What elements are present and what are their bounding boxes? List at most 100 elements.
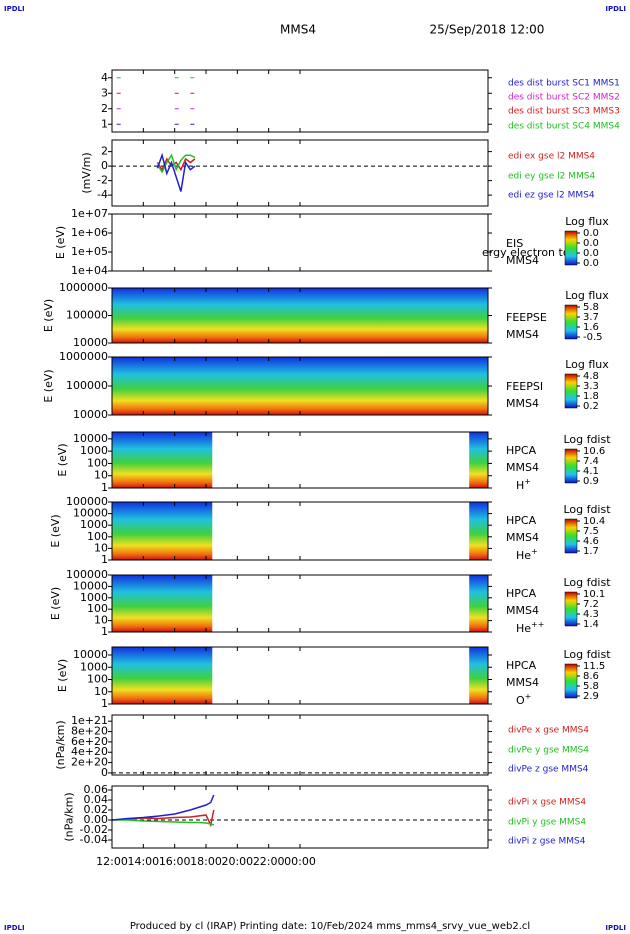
x-tick-label: 12:00 — [96, 855, 128, 868]
colorbar-title: Log flux — [565, 289, 609, 302]
species: He++ — [516, 620, 544, 636]
colorbar-label: -0.5 — [583, 332, 603, 343]
y-axis-label: E (eV) — [56, 443, 69, 476]
y-tick-label: 100000 — [66, 379, 108, 392]
y-tick-label: 6e+20 — [71, 735, 108, 748]
y-tick-label: 1000000 — [59, 281, 108, 294]
y-tick-label: 10 — [94, 469, 108, 482]
species-name: He — [516, 549, 531, 562]
spectrogram — [112, 575, 488, 632]
corner-mark: IPDLI — [605, 5, 626, 13]
y-tick-label: 1000 — [80, 444, 108, 457]
spectrogram-fill — [112, 357, 488, 415]
y-tick-label: 10 — [94, 685, 108, 698]
y-tick-label: 1 — [101, 625, 108, 638]
colorbar-label: 4.8 — [583, 371, 599, 382]
y-tick-label: 4e+20 — [71, 745, 108, 758]
y-tick-label: 4 — [101, 71, 108, 84]
colorbar-label: 0.9 — [583, 476, 599, 487]
panel-frame — [111, 69, 489, 133]
y-tick-label: 0.00 — [84, 813, 109, 826]
date: 25/Sep/2018 12:00 — [430, 23, 545, 37]
x-tick-label: 00:00 — [284, 855, 316, 868]
panel-label: MMS4 — [506, 676, 539, 689]
colorbar — [564, 591, 578, 627]
colorbar-title: Log fdist — [563, 433, 611, 446]
spectrogram-fill — [112, 647, 213, 704]
legend-entry: edi ey gse l2 MMS4 — [508, 172, 595, 182]
y-tick-label: 100 — [87, 530, 108, 543]
spectrogram — [112, 357, 488, 415]
panel-frame — [111, 714, 489, 776]
colorbar-label: 11.5 — [583, 661, 605, 672]
legend-entry: divPe x gse MMS4 — [508, 726, 589, 736]
colorbar — [564, 304, 578, 340]
y-tick-label: 1e+05 — [71, 245, 108, 258]
legend-entry: edi ez gse l2 MMS4 — [508, 191, 595, 201]
y-tick-label: -4 — [97, 188, 108, 201]
colorbar-label: 1.8 — [583, 391, 599, 402]
colorbar-label: 1.4 — [583, 619, 599, 630]
spectrogram-fill — [469, 575, 488, 632]
species-name: H — [516, 479, 524, 492]
legend-entry: des dist burst SC4 MMS4 — [508, 122, 620, 132]
y-tick-label: -0.02 — [80, 823, 108, 836]
species: He+ — [516, 547, 538, 563]
y-tick-label: 3 — [101, 86, 108, 99]
species: H+ — [516, 477, 531, 493]
colorbar-label: 0.0 — [583, 258, 599, 269]
panel-label: HPCA — [506, 587, 537, 600]
y-tick-label: 100000 — [66, 568, 108, 581]
y-tick-label: 10 — [94, 541, 108, 554]
y-tick-label: 10000 — [73, 507, 108, 520]
panel-label: HPCA — [506, 514, 537, 527]
y-tick-label: 10000 — [73, 408, 108, 421]
y-tick-label: 10000 — [73, 432, 108, 445]
colorbar-label: 10.1 — [583, 589, 605, 600]
legend-entry: divPi z gse MMS4 — [508, 837, 586, 847]
x-tick-label: 14:00 — [127, 855, 159, 868]
colorbar-label: 10.4 — [583, 516, 605, 527]
colorbar-title: Log fdist — [563, 576, 611, 589]
colorbar-title: Log flux — [565, 215, 609, 228]
colorbar-label: 3.7 — [583, 312, 599, 323]
spectrogram — [112, 288, 488, 343]
colorbar — [564, 663, 578, 699]
species: O+ — [516, 692, 531, 708]
spectrogram-fill — [112, 432, 213, 488]
y-axis-label: E (eV) — [56, 659, 69, 692]
y-tick-label: 100 — [87, 673, 108, 686]
legend-entry: divPi y gse MMS4 — [508, 818, 586, 828]
y-tick-label: 100 — [87, 602, 108, 615]
y-tick-label: 100000 — [66, 495, 108, 508]
y-tick-label: 100000 — [66, 309, 108, 322]
panel-label: FEEPSI — [506, 380, 543, 393]
legend-entry: des dist burst SC2 MMS2 — [508, 93, 620, 103]
series-line — [156, 153, 196, 174]
spectrogram — [112, 502, 488, 560]
spectrogram-fill — [112, 288, 488, 343]
panel-frame — [111, 785, 489, 849]
y-tick-label: 2 — [101, 145, 108, 158]
legend-entry: edi ex gse l2 MMS4 — [508, 152, 595, 162]
colorbar-label: 1.6 — [583, 322, 599, 333]
x-tick-label: 20:00 — [221, 855, 253, 868]
panel-label: FEEPSE — [506, 311, 547, 324]
y-axis-label: (nPa/km) — [63, 792, 76, 841]
colorbar-label: 8.6 — [583, 671, 599, 682]
corner-mark: IPDLI — [605, 924, 626, 932]
corner-mark: IPDLI — [4, 924, 25, 932]
note: ergy electron to — [482, 246, 570, 259]
colorbar-label: 10.6 — [583, 446, 605, 457]
species-charge: ++ — [531, 620, 544, 629]
panel-frame — [111, 213, 489, 272]
y-tick-label: 10000 — [73, 579, 108, 592]
colorbar-label: 4.6 — [583, 536, 599, 547]
panel-label: MMS4 — [506, 604, 539, 617]
y-axis-label: E (eV) — [42, 299, 55, 332]
y-tick-label: -2 — [97, 174, 108, 187]
colorbar-label: 0.2 — [583, 401, 599, 412]
colorbar-label: 4.1 — [583, 466, 599, 477]
colorbar-label: 4.3 — [583, 609, 599, 620]
